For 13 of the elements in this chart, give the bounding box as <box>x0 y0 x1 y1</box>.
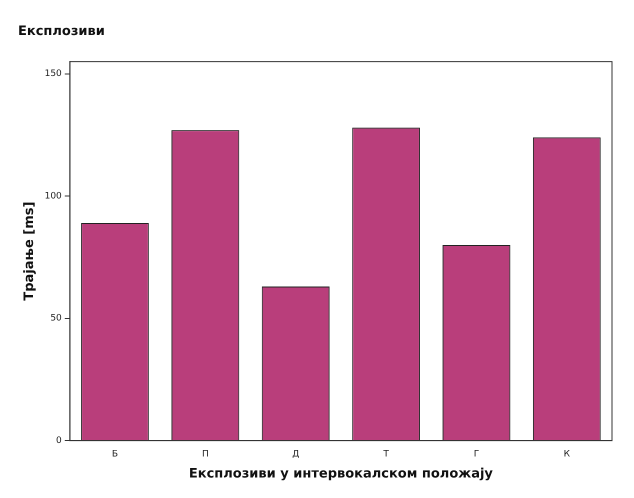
x-tick-label: Т <box>382 449 390 460</box>
y-tick-label: 150 <box>44 69 62 80</box>
y-tick-label: 0 <box>56 436 62 446</box>
chart-title: Експлозиви <box>18 24 105 40</box>
y-tick-label: 50 <box>50 314 62 324</box>
x-axis-title: Експлозиви у интервокалском положају <box>188 466 494 482</box>
x-tick-label: П <box>202 449 209 460</box>
y-tick-label: 100 <box>44 191 62 202</box>
x-tick-label: К <box>564 449 571 460</box>
y-axis-title: Трајање [ms] <box>22 202 38 301</box>
x-tick-label: Г <box>474 449 480 460</box>
x-tick-label: Д <box>292 449 300 460</box>
x-tick-label: Б <box>112 449 118 460</box>
